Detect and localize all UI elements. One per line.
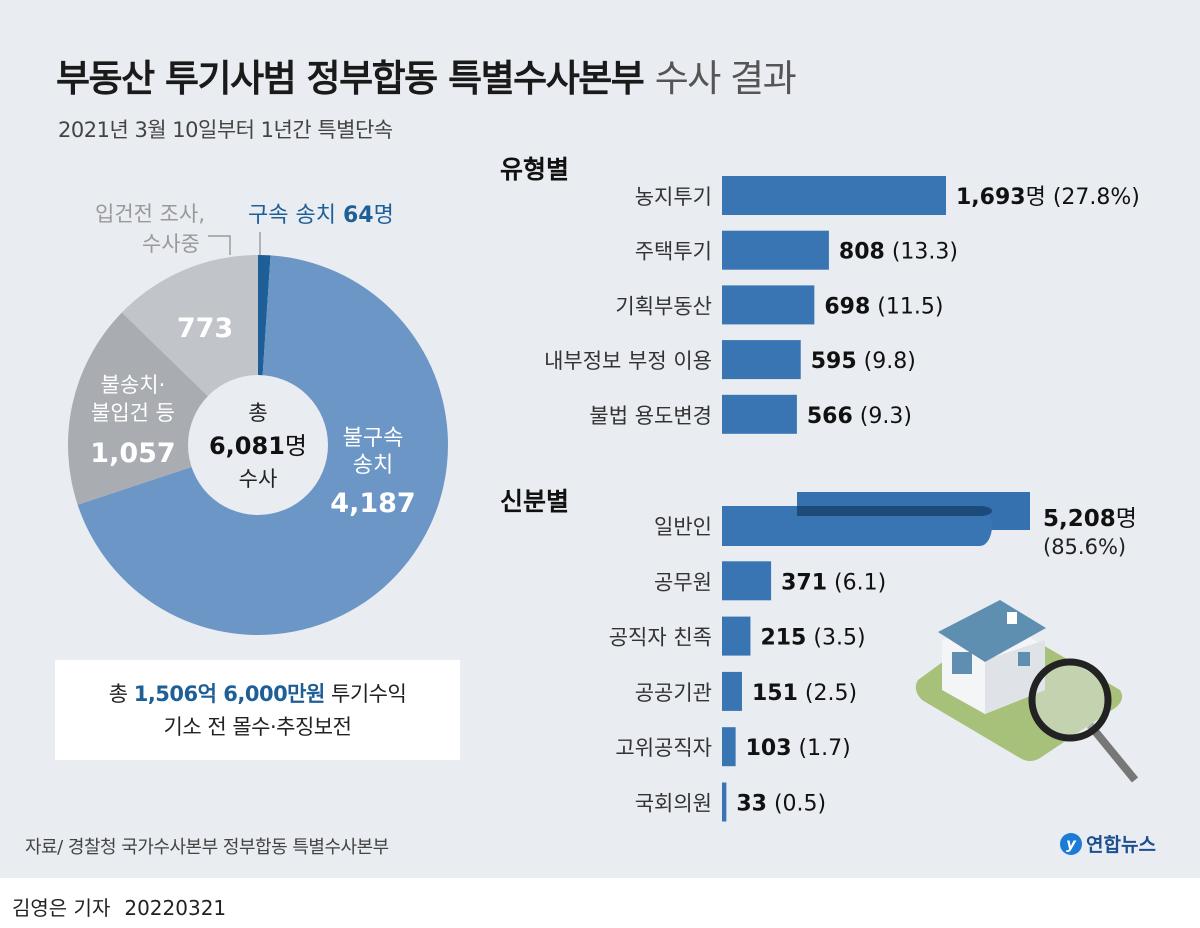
identity-value-label: 5,208명 (1043, 506, 1137, 532)
title-bold: 부동산 투기사범 정부합동 특별수사본부 (56, 57, 645, 100)
type-category-label: 불법 용도변경 (589, 404, 712, 428)
label-no-referral-2: 불입건 등 (91, 401, 175, 425)
type-bar (722, 285, 815, 325)
chimney (1007, 612, 1017, 624)
type-value-label: 595 (9.8) (811, 349, 916, 374)
identity-bar (722, 616, 751, 656)
date: 20220321 (124, 896, 227, 920)
type-value-label: 698 (11.5) (824, 294, 943, 319)
type-category-label: 내부정보 부정 이용 (544, 349, 712, 373)
identity-bar-fold (797, 506, 992, 516)
value-non-detained: 4,187 (330, 488, 415, 519)
magnifier-lens (1028, 658, 1112, 742)
identity-category-label: 일반인 (654, 515, 712, 539)
logo-mark-icon: y (1060, 832, 1082, 855)
identity-percent-label: (85.6%) (1043, 535, 1126, 559)
box-line2: 기소 전 몰수·추징보전 (163, 715, 352, 739)
type-category-label: 주택투기 (635, 240, 712, 264)
house-roof (938, 600, 1046, 662)
identity-category-label: 공직자 친족 (609, 626, 712, 650)
window (1018, 652, 1030, 666)
proceeds-box: 총 1,506억 6,000만원 투기수익 기소 전 몰수·추징보전 (55, 660, 460, 760)
type-bar (722, 176, 946, 215)
subtitle: 2021년 3월 10일부터 1년간 특별단속 (58, 118, 393, 142)
identity-bar (722, 782, 727, 822)
type-value-label: 566 (9.3) (807, 404, 912, 429)
label-investigating-1: 입건전 조사, (95, 202, 205, 226)
type-category-label: 기획부동산 (615, 294, 712, 318)
type-bar (722, 394, 797, 434)
magnifier-handle (1086, 722, 1139, 783)
leader-line (208, 235, 231, 255)
label-detained: 구속 송치 64명 (248, 203, 394, 228)
page-title: 부동산 투기사범 정부합동 특별수사본부 수사 결과 (56, 48, 797, 102)
identity-value-label: 33 (0.5) (736, 792, 826, 817)
center-total: 6,081명 (209, 432, 307, 460)
identity-value-label: 151 (2.5) (752, 681, 857, 706)
identity-bar (722, 727, 736, 767)
label-no-referral-1: 불송치· (101, 373, 166, 397)
identity-category-label: 국회의원 (635, 792, 712, 816)
donut-hole (188, 375, 328, 515)
source-note: 자료/ 경찰청 국가수사본부 정부합동 특별수사본부 (25, 837, 389, 858)
identity-category-label: 고위공직자 (615, 736, 712, 760)
yonhap-logo: y 연합뉴스 (1060, 830, 1156, 857)
reporter: 김영은 기자 (12, 896, 111, 920)
value-no-referral: 1,057 (90, 438, 175, 469)
logo-text: 연합뉴스 (1086, 834, 1156, 856)
type-bar (722, 340, 801, 380)
label-investigating-2: 수사중 (142, 232, 200, 256)
label-non-detained-2: 송치 (353, 453, 393, 478)
type-title: 유형별 (500, 155, 569, 184)
label-non-detained-1: 불구속 (343, 426, 404, 451)
identity-bar (722, 671, 742, 711)
type-value-label: 808 (13.3) (839, 240, 958, 265)
identity-value-label: 215 (3.5) (760, 626, 865, 651)
box-prefix: 총 (108, 682, 128, 706)
identity-title: 신분별 (500, 487, 569, 516)
infographic-panel: 부동산 투기사범 정부합동 특별수사본부 수사 결과 2021년 3월 10일부… (0, 0, 1200, 878)
type-value-label: 1,693명 (27.8%) (956, 185, 1140, 210)
identity-category-label: 공공기관 (635, 681, 712, 705)
identity-value-label: 371 (6.1) (781, 570, 886, 595)
box-suffix: 투기수익 (331, 682, 407, 706)
title-light: 수사 결과 (654, 57, 797, 100)
byline: 김영은 기자 20220321 (12, 892, 226, 921)
identity-category-label: 공무원 (654, 570, 712, 594)
value-investigating: 773 (177, 313, 233, 344)
center-label-line1: 총 (248, 401, 267, 425)
type-category-label: 농지투기 (635, 185, 712, 209)
identity-value-label: 103 (1.7) (746, 736, 851, 761)
identity-bar (722, 561, 772, 601)
center-label-line3: 수사 (239, 467, 278, 491)
window (952, 652, 972, 674)
box-amount: 1,506억 6,000만원 (133, 682, 326, 706)
type-bar (722, 230, 829, 270)
